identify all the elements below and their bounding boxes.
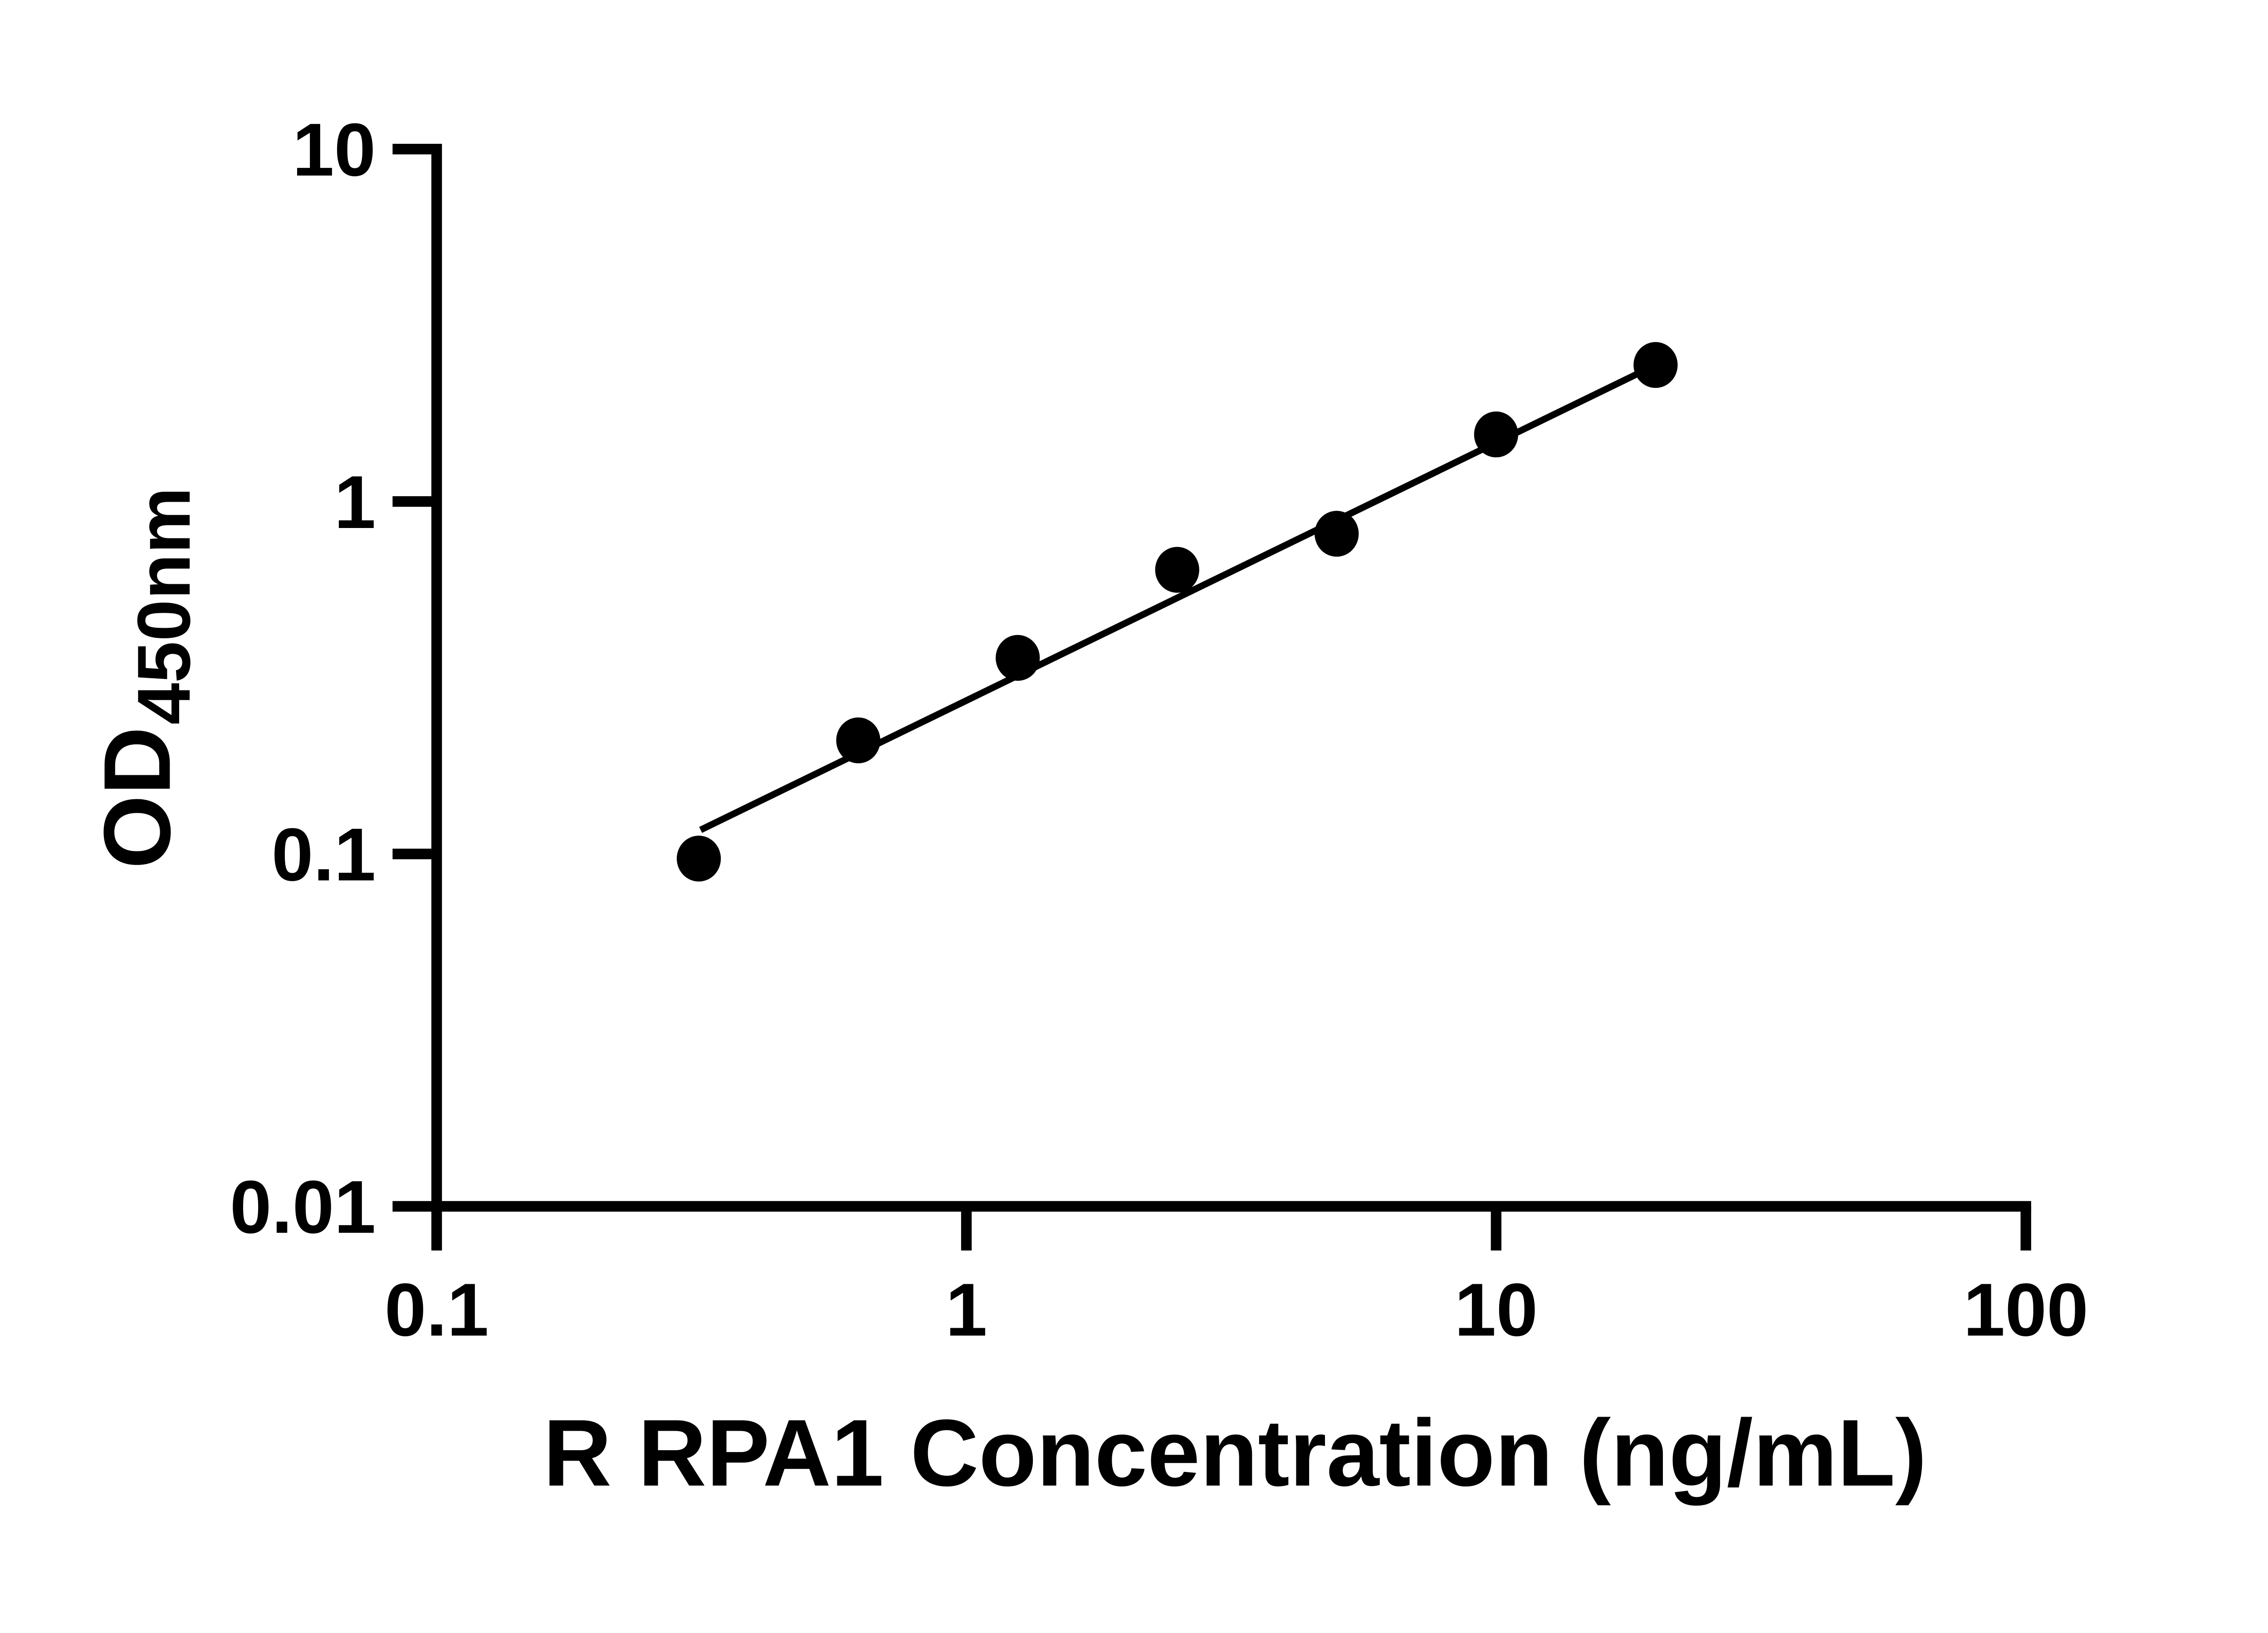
y-tick-label: 1 bbox=[334, 460, 376, 544]
x-tick-label: 10 bbox=[1454, 1268, 1538, 1352]
y-tick-label: 0.1 bbox=[272, 813, 376, 897]
y-axis-title-subscript: 450nm bbox=[122, 487, 206, 725]
data-point bbox=[1633, 342, 1678, 388]
x-tick-label: 0.1 bbox=[385, 1268, 489, 1352]
x-tick-label: 1 bbox=[946, 1268, 987, 1352]
data-point bbox=[996, 635, 1040, 681]
data-point bbox=[676, 836, 721, 882]
plot-series bbox=[676, 342, 1678, 882]
x-axis-title: R RPA1 Concentration (ng/mL) bbox=[543, 1400, 1926, 1506]
data-point bbox=[1474, 411, 1518, 458]
y-tick-label: 10 bbox=[293, 108, 376, 192]
y-axis-title: OD 450nm bbox=[84, 487, 206, 869]
y-axis-title-main: OD bbox=[84, 727, 190, 869]
data-point bbox=[1315, 511, 1359, 557]
data-point bbox=[1155, 547, 1199, 593]
y-tick-label: 0.01 bbox=[230, 1165, 376, 1249]
data-point bbox=[836, 717, 880, 763]
figure: 10 1 0.1 0.01 0.1 1 10 100 R RPA1 Concentration… bbox=[84, 108, 2089, 1506]
x-tick-label: 100 bbox=[1963, 1268, 2088, 1352]
